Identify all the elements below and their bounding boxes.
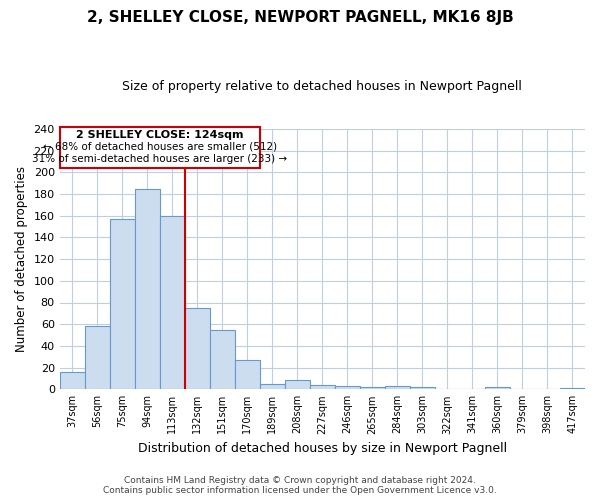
Y-axis label: Number of detached properties: Number of detached properties (15, 166, 28, 352)
Bar (360, 387, 385, 390)
Bar (160, 216, 185, 390)
Text: 31% of semi-detached houses are larger (233) →: 31% of semi-detached houses are larger (… (32, 154, 287, 164)
Title: Size of property relative to detached houses in Newport Pagnell: Size of property relative to detached ho… (122, 80, 522, 93)
Bar (485, 387, 510, 390)
Bar (410, 387, 435, 390)
Bar (185, 308, 210, 390)
Bar (110, 219, 135, 390)
Bar (335, 386, 360, 390)
FancyBboxPatch shape (59, 126, 260, 168)
Bar (85, 326, 110, 390)
Text: Contains HM Land Registry data © Crown copyright and database right 2024.
Contai: Contains HM Land Registry data © Crown c… (103, 476, 497, 495)
Text: ← 68% of detached houses are smaller (512): ← 68% of detached houses are smaller (51… (43, 142, 277, 152)
Text: 2 SHELLEY CLOSE: 124sqm: 2 SHELLEY CLOSE: 124sqm (76, 130, 244, 140)
Text: 2, SHELLEY CLOSE, NEWPORT PAGNELL, MK16 8JB: 2, SHELLEY CLOSE, NEWPORT PAGNELL, MK16 … (86, 10, 514, 25)
Bar (260, 384, 285, 390)
Bar (285, 380, 310, 390)
Bar (235, 360, 260, 390)
Bar (385, 386, 410, 390)
Bar (210, 330, 235, 390)
Bar (59, 372, 85, 390)
Bar (310, 385, 335, 390)
Bar (135, 188, 160, 390)
Bar (560, 388, 585, 390)
X-axis label: Distribution of detached houses by size in Newport Pagnell: Distribution of detached houses by size … (138, 442, 507, 455)
